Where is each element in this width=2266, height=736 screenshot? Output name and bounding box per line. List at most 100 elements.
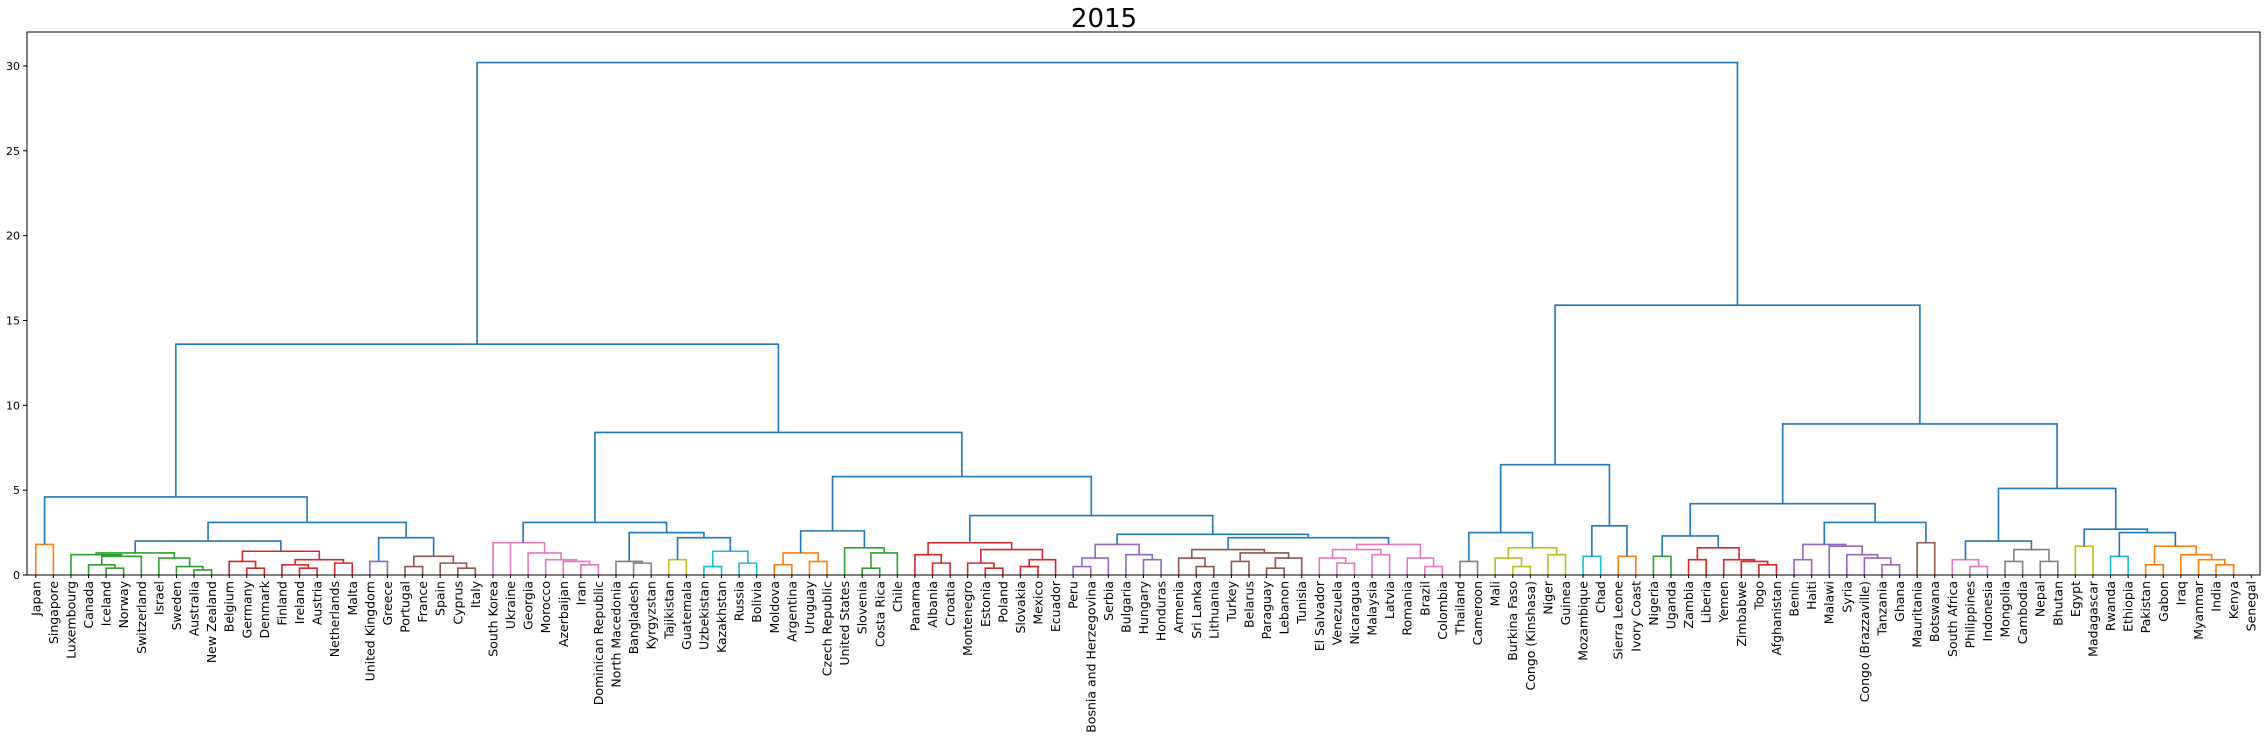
dendrogram-link (2118, 531, 2177, 557)
dendrogram-link (43, 496, 308, 545)
dendrogram-link (2180, 553, 2213, 575)
x-tick-label: Venezuela (1329, 581, 1344, 645)
dendrogram-link (2215, 564, 2235, 575)
plot-frame (26, 31, 2261, 576)
dendrogram-link (377, 536, 435, 562)
dendrogram-link (1499, 463, 1611, 533)
dendrogram-link (476, 61, 1739, 345)
x-tick-label: Singapore (46, 581, 61, 644)
dendrogram-link (1661, 535, 1720, 557)
dendrogram-link (1019, 565, 1039, 575)
x-tick-label: Slovakia (1013, 581, 1028, 633)
dendrogram-link (1239, 552, 1290, 562)
x-tick-label: Cameroon (1470, 581, 1485, 645)
x-tick-label: Iraq (2173, 581, 2188, 605)
dendrogram-link (1195, 565, 1215, 575)
dendrogram-link (984, 567, 1004, 575)
x-tick-label: Malaysia (1365, 581, 1380, 636)
dendrogram-link (632, 562, 652, 575)
x-tick-label: Thailand (1452, 581, 1467, 636)
dendrogram-link (931, 562, 951, 575)
x-tick-label: Tajikistan (661, 581, 676, 640)
dendrogram-link (1459, 560, 1479, 575)
x-tick-label: Mali (1488, 581, 1503, 606)
y-tick-label: 5 (13, 484, 20, 497)
x-tick-label: Botswana (1927, 581, 1942, 642)
x-tick-label: Canada (81, 581, 96, 629)
x-tick-label: Austria (310, 581, 325, 625)
dendrogram-link (711, 550, 749, 567)
x-tick-label: Congo (Brazzaville) (1857, 581, 1872, 702)
x-tick-label: Niger (1540, 580, 1555, 614)
dendrogram-link (1507, 547, 1558, 559)
dendrogram-link (369, 560, 389, 575)
dendrogram-link (1689, 502, 1876, 536)
y-tick-label: 10 (6, 399, 20, 412)
x-tick-label: Costa Rica (872, 581, 887, 647)
x-tick-label: Albania (925, 581, 940, 628)
x-tick-label: Sierra Leone (1611, 581, 1626, 660)
dendrogram-link (843, 547, 885, 575)
dendrogram-link (1781, 423, 2058, 504)
x-tick-label: Zambia (1681, 581, 1696, 628)
dendrogram-link (1617, 555, 1637, 575)
x-tick-label: Finland (274, 581, 289, 626)
dendrogram-link (1142, 558, 1162, 575)
dendrogram-link (501, 541, 546, 553)
x-tick-label: Chad (1593, 581, 1608, 613)
x-tick-label: New Zealand (204, 581, 219, 663)
x-tick-label: Panama (907, 581, 922, 631)
x-tick-label: Malta (345, 581, 360, 615)
dendrogram-link (1265, 567, 1285, 575)
dendrogram-link (1072, 565, 1092, 575)
dendrogram-link (782, 552, 820, 565)
dendrogram-link (1028, 558, 1057, 575)
x-tick-label: Myanmar (2191, 580, 2206, 640)
x-tick-label: Gabon (2156, 581, 2171, 622)
dendrogram-link (927, 541, 1013, 555)
x-tick-label: Sri Lanka (1189, 581, 1204, 639)
x-tick-label: Norway (116, 580, 131, 628)
x-tick-label: Yemen (1716, 581, 1731, 623)
x-tick-label: Brazil (1417, 581, 1432, 616)
x-tick-label: Hungary (1136, 580, 1151, 634)
dendrogram-link (966, 562, 995, 575)
dendrogram-link (1793, 558, 1813, 575)
dendrogram-link (1916, 541, 1936, 575)
dendrogram-link (333, 562, 354, 575)
dendrogram-link (738, 562, 758, 575)
x-tick-label: Peru (1066, 581, 1081, 609)
dendrogram-link (914, 553, 943, 575)
dendrogram-link (1964, 540, 2033, 560)
dendrogram-link (1318, 557, 1347, 575)
x-tick-label: Montenegro (960, 581, 975, 656)
y-tick-label: 25 (6, 145, 20, 158)
x-tick-label: Ivory Coast (1628, 581, 1643, 652)
x-tick-label: Indonesia (1980, 581, 1995, 641)
dendrogram-link (861, 567, 881, 575)
dendrogram-link (100, 555, 143, 575)
x-tick-label: Argentina (784, 581, 799, 642)
x-tick-label: Uganda (1663, 581, 1678, 629)
dendrogram-link (808, 560, 828, 575)
x-tick-label: Chile (890, 581, 905, 613)
x-tick-label: Belarus (1242, 581, 1257, 628)
dendrogram-link (773, 564, 793, 575)
dendrogram-link (594, 431, 963, 523)
dendrogram-link (87, 564, 116, 575)
x-tick-label: Georgia (521, 581, 536, 630)
x-tick-label: Bhutan (2050, 581, 2065, 626)
x-tick-label: Kazakhstan (714, 581, 729, 653)
dendrogram-link (105, 567, 125, 575)
dendrogram-link (799, 530, 866, 553)
x-tick-label: Russia (732, 581, 747, 621)
dendrogram-link (1424, 565, 1444, 575)
dendrogram-link (1547, 553, 1567, 575)
dendrogram-link (1554, 304, 1921, 465)
x-tick-label: Colombia (1435, 581, 1450, 640)
x-tick-label: Honduras (1154, 581, 1169, 641)
x-tick-label: Pakistan (2138, 581, 2153, 633)
x-tick-label: Italy (468, 580, 483, 608)
dendrogram-link (1467, 531, 1534, 562)
